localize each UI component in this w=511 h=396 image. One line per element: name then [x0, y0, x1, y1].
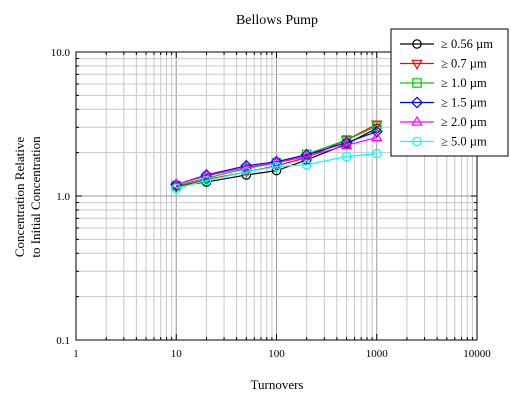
chart-title: Bellows Pump: [236, 13, 318, 28]
legend-label: ≥ 0.56 µm: [441, 37, 493, 51]
legend-label: ≥ 2.0 µm: [441, 115, 487, 129]
legend-marker: [412, 78, 422, 88]
legend-entry: ≥ 5.0 µm: [400, 135, 487, 149]
data-point: [340, 136, 353, 149]
data-point: [340, 138, 353, 150]
legend-marker: [412, 136, 422, 147]
series-group: [171, 148, 382, 194]
data-point: [200, 169, 213, 180]
y-tick-label: 1.0: [56, 191, 70, 203]
data-point: [300, 150, 313, 161]
legend-box: [390, 28, 509, 157]
legend-label: ≥ 0.7 µm: [441, 57, 487, 71]
x-tick-label: 100: [268, 348, 285, 360]
series-line: [176, 153, 377, 189]
data-point: [170, 178, 183, 191]
x-tick-labels: 1 10 100 1000 10000: [73, 348, 491, 360]
data-point: [341, 135, 352, 145]
y-axis-label-line-2: to Initial Concentration: [28, 136, 43, 258]
legend-marker: [410, 96, 424, 109]
y-axis-label: Concentration Relative to Initial Concen…: [12, 136, 43, 258]
series-layer: [170, 120, 383, 194]
x-tick-label: 10000: [463, 348, 491, 360]
data-point: [201, 175, 212, 186]
legend-marker: [412, 39, 422, 49]
data-point: [371, 148, 382, 159]
series-line: [176, 131, 377, 186]
y-tick-labels: 0.1 1.0 10.0: [51, 47, 71, 347]
data-point: [370, 125, 383, 138]
y-axis-label-line-1: Concentration Relative: [12, 137, 27, 257]
legend-entry: ≥ 1.0 µm: [400, 76, 487, 90]
y-tick-label: 10.0: [51, 47, 71, 59]
data-point: [241, 167, 252, 177]
legend-label: ≥ 5.0 µm: [441, 135, 487, 149]
data-point: [301, 159, 312, 170]
legend-entry: ≥ 0.56 µm: [400, 37, 493, 51]
legend-marker: [411, 59, 423, 70]
data-point: [371, 121, 382, 132]
legend-entry: ≥ 0.7 µm: [400, 57, 487, 71]
legend-label: ≥ 1.0 µm: [441, 76, 487, 90]
x-tick-label: 10: [171, 348, 183, 360]
legend-label: ≥ 1.5 µm: [441, 96, 487, 110]
x-axis-label: Turnovers: [251, 377, 304, 392]
data-point: [240, 160, 253, 172]
legend-entry: ≥ 2.0 µm: [400, 115, 487, 129]
x-tick-label: 1: [73, 348, 79, 360]
y-tick-label: 0.1: [56, 335, 70, 347]
data-point: [371, 131, 383, 142]
data-point: [341, 151, 352, 162]
legend: ≥ 0.56 µm ≥ 0.7 µm ≥ 1.0 µm ≥ 1.5 µm ≥ 2.0 µ…: [390, 28, 509, 157]
data-point: [171, 183, 182, 194]
data-point: [271, 161, 282, 172]
legend-entry: ≥ 1.5 µm: [400, 96, 487, 110]
x-tick-label: 1000: [366, 348, 389, 360]
data-point: [371, 120, 383, 131]
legend-marker: [411, 115, 423, 126]
